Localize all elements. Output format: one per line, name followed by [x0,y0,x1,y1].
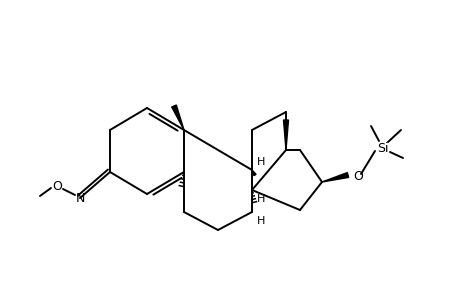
Text: O: O [52,179,62,193]
Text: H: H [257,157,265,167]
Text: H: H [257,194,265,204]
Polygon shape [171,105,184,130]
Text: O: O [352,170,362,184]
Text: H: H [257,216,265,226]
Text: N: N [75,191,84,205]
Polygon shape [283,120,288,150]
Text: Si: Si [376,142,388,154]
Polygon shape [252,170,256,176]
Polygon shape [321,172,348,182]
